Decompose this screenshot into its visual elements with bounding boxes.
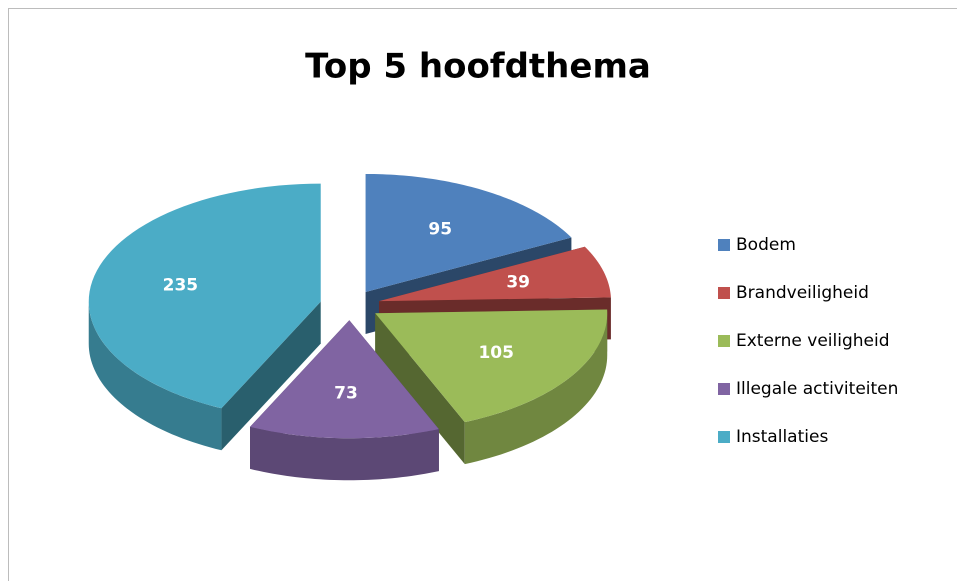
value-label: 95	[428, 219, 452, 239]
legend: Bodem Brandveiligheid Externe veiligheid Il…	[718, 235, 898, 447]
slice	[88, 183, 321, 409]
legend-label: Bodem	[736, 235, 796, 255]
slice	[375, 309, 608, 423]
pie: 95 39 105 73 235	[88, 173, 611, 481]
slice-side	[375, 313, 465, 465]
value-label: 39	[506, 273, 530, 293]
legend-swatch	[718, 335, 730, 347]
legend-label: Externe veiligheid	[736, 331, 889, 351]
chart-title: Top 5 hoofdthema	[305, 47, 651, 87]
value-label: 235	[163, 276, 199, 296]
value-label: 73	[334, 383, 358, 403]
slice-wall	[88, 301, 222, 451]
legend-swatch	[718, 287, 730, 299]
value-label: 105	[478, 343, 514, 363]
slice	[250, 320, 439, 439]
legend-label: Illegale activiteiten	[736, 379, 898, 399]
legend-swatch	[718, 239, 730, 251]
slice-side	[221, 301, 321, 451]
legend-swatch	[718, 383, 730, 395]
legend-swatch	[718, 431, 730, 443]
legend-label: Installaties	[736, 427, 828, 447]
slice-wall	[250, 426, 439, 481]
slice	[379, 246, 611, 302]
slice-wall	[464, 313, 608, 465]
slice	[365, 173, 572, 292]
legend-label: Brandveiligheid	[736, 283, 869, 303]
